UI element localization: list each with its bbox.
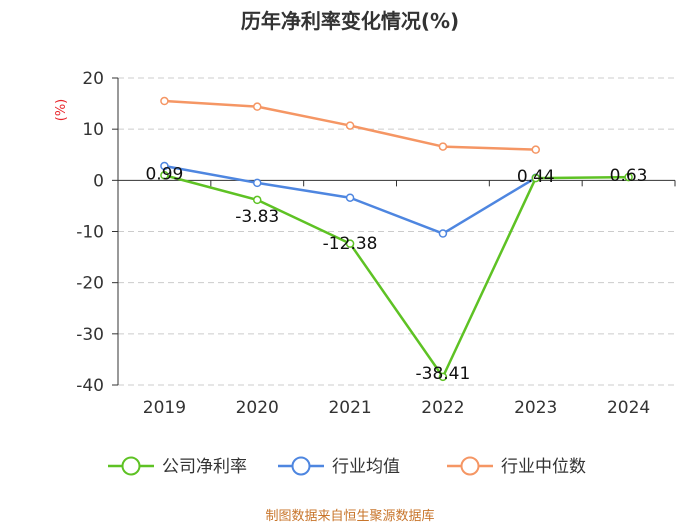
x-tick-label: 2024 bbox=[607, 398, 650, 418]
x-tick-label: 2021 bbox=[328, 398, 371, 418]
data-label: 0.63 bbox=[610, 166, 648, 186]
x-tick-label: 2020 bbox=[236, 398, 279, 418]
data-label: -38.41 bbox=[416, 364, 471, 384]
series-2 bbox=[160, 96, 540, 154]
series-group bbox=[160, 96, 633, 382]
y-tick-label: 20 bbox=[82, 69, 104, 89]
data-point[interactable] bbox=[253, 102, 262, 111]
data-label: -12.38 bbox=[323, 234, 378, 254]
series-line bbox=[164, 174, 629, 379]
y-tick-label: -30 bbox=[76, 325, 104, 345]
y-tick-label: 10 bbox=[82, 120, 104, 140]
grid-lines bbox=[118, 77, 675, 386]
data-point[interactable] bbox=[160, 171, 169, 180]
legend-item[interactable]: 行业均值 bbox=[278, 456, 400, 477]
series-0 bbox=[160, 171, 633, 382]
data-label: 0.99 bbox=[145, 164, 183, 184]
data-point[interactable] bbox=[438, 142, 448, 151]
x-tick-label: 2019 bbox=[143, 398, 186, 418]
data-labels: 0.99 -3.83 -12.38 -38.41 0.44 0.63 bbox=[145, 164, 647, 384]
legend-marker bbox=[460, 456, 480, 476]
legend-marker bbox=[291, 456, 311, 476]
data-point[interactable] bbox=[253, 178, 262, 188]
source-note: 制图数据来自恒生聚源数据库 bbox=[265, 508, 434, 524]
series-1 bbox=[160, 161, 540, 238]
data-label: -3.83 bbox=[235, 207, 279, 227]
legend-label: 公司净利率 bbox=[162, 457, 247, 477]
data-point[interactable] bbox=[160, 96, 169, 106]
data-point[interactable] bbox=[253, 195, 262, 205]
x-tick-label: 2023 bbox=[514, 398, 557, 418]
legend[interactable]: 公司净利率 行业均值 行业中位数 bbox=[108, 456, 586, 477]
axes: 20 10 0 -10 -20 -30 -40 2019 2020 2021 2022 2023 202… bbox=[76, 69, 676, 418]
data-point[interactable] bbox=[438, 372, 448, 382]
data-point[interactable] bbox=[345, 239, 355, 248]
data-point[interactable] bbox=[624, 172, 633, 182]
y-tick-label: -40 bbox=[76, 376, 104, 396]
data-label: 0.44 bbox=[517, 167, 555, 187]
data-point[interactable] bbox=[345, 121, 355, 130]
y-tick-label: -20 bbox=[76, 274, 104, 294]
data-point[interactable] bbox=[345, 193, 355, 202]
legend-label: 行业均值 bbox=[332, 457, 400, 477]
legend-marker bbox=[121, 456, 141, 476]
legend-item[interactable]: 公司净利率 bbox=[108, 456, 247, 477]
data-point[interactable] bbox=[438, 229, 448, 238]
data-point[interactable] bbox=[531, 145, 540, 154]
data-point[interactable] bbox=[531, 173, 540, 183]
chart-title: 历年净利率变化情况(%) bbox=[241, 9, 459, 33]
y-tick-label: -10 bbox=[76, 223, 104, 243]
y-tick-label: 0 bbox=[93, 171, 104, 191]
legend-label: 行业中位数 bbox=[501, 457, 586, 477]
x-tick-label: 2022 bbox=[421, 398, 464, 418]
data-point[interactable] bbox=[160, 161, 169, 171]
y-axis-label: (%) bbox=[54, 99, 69, 122]
legend-item[interactable]: 行业中位数 bbox=[447, 456, 586, 477]
